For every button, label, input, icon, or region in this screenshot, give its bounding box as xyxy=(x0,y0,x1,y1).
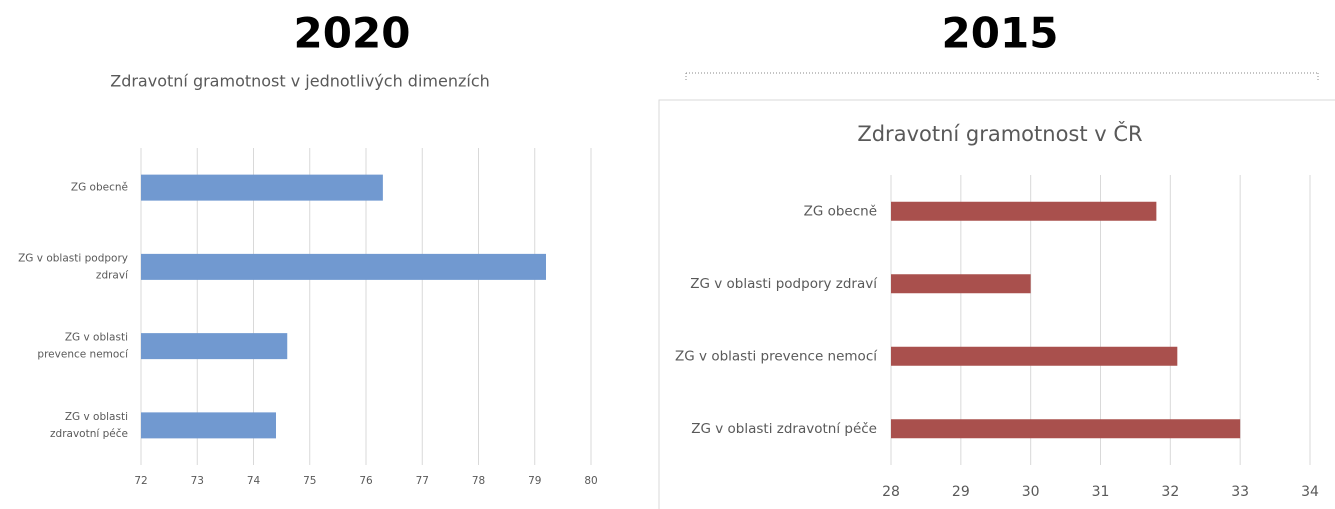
x-tick-label: 33 xyxy=(1231,484,1249,500)
chart-panel xyxy=(658,99,1335,509)
x-tick-label: 29 xyxy=(952,484,970,500)
x-tick-label: 30 xyxy=(1022,484,1040,500)
bar xyxy=(891,274,1031,294)
chart-title: Zdravotní gramotnost v jednotlivých dime… xyxy=(110,72,490,91)
bar xyxy=(891,201,1157,221)
x-tick-label: 34 xyxy=(1301,484,1319,500)
y-tick-label: ZG v oblasti podpory zdraví xyxy=(18,252,129,281)
x-tick-label: 80 xyxy=(584,475,597,487)
y-tick-label: ZG obecně xyxy=(804,203,877,219)
y-tick-label: ZG obecně xyxy=(71,182,128,194)
bar xyxy=(141,333,288,360)
x-tick-label: 72 xyxy=(134,475,147,487)
y-tick-label: ZG v oblasti prevence nemocí xyxy=(675,348,878,364)
x-tick-label: 78 xyxy=(472,475,485,487)
bar xyxy=(141,412,276,439)
bar xyxy=(141,253,546,280)
bar xyxy=(141,174,383,201)
x-tick-label: 32 xyxy=(1161,484,1179,500)
bar xyxy=(891,346,1178,366)
bar xyxy=(891,419,1241,439)
x-tick-label: 77 xyxy=(416,475,429,487)
x-tick-label: 28 xyxy=(882,484,900,500)
y-tick-label: ZG v oblasti prevence nemocí xyxy=(34,332,129,361)
heading: 2015 xyxy=(942,9,1059,58)
y-tick-label: ZG v oblasti zdravotní péče xyxy=(691,421,877,437)
x-tick-label: 75 xyxy=(303,475,316,487)
x-tick-label: 73 xyxy=(191,475,204,487)
heading: 2020 xyxy=(294,9,411,58)
y-tick-label: ZG v oblasti zdravotní péče xyxy=(47,411,128,440)
x-tick-label: 74 xyxy=(247,475,261,487)
chart-title: Zdravotní gramotnost v ČR xyxy=(857,121,1142,146)
x-tick-label: 79 xyxy=(528,475,541,487)
x-tick-label: 31 xyxy=(1092,484,1110,500)
y-tick-label: ZG v oblasti podpory zdraví xyxy=(690,276,878,292)
x-tick-label: 76 xyxy=(359,475,373,487)
